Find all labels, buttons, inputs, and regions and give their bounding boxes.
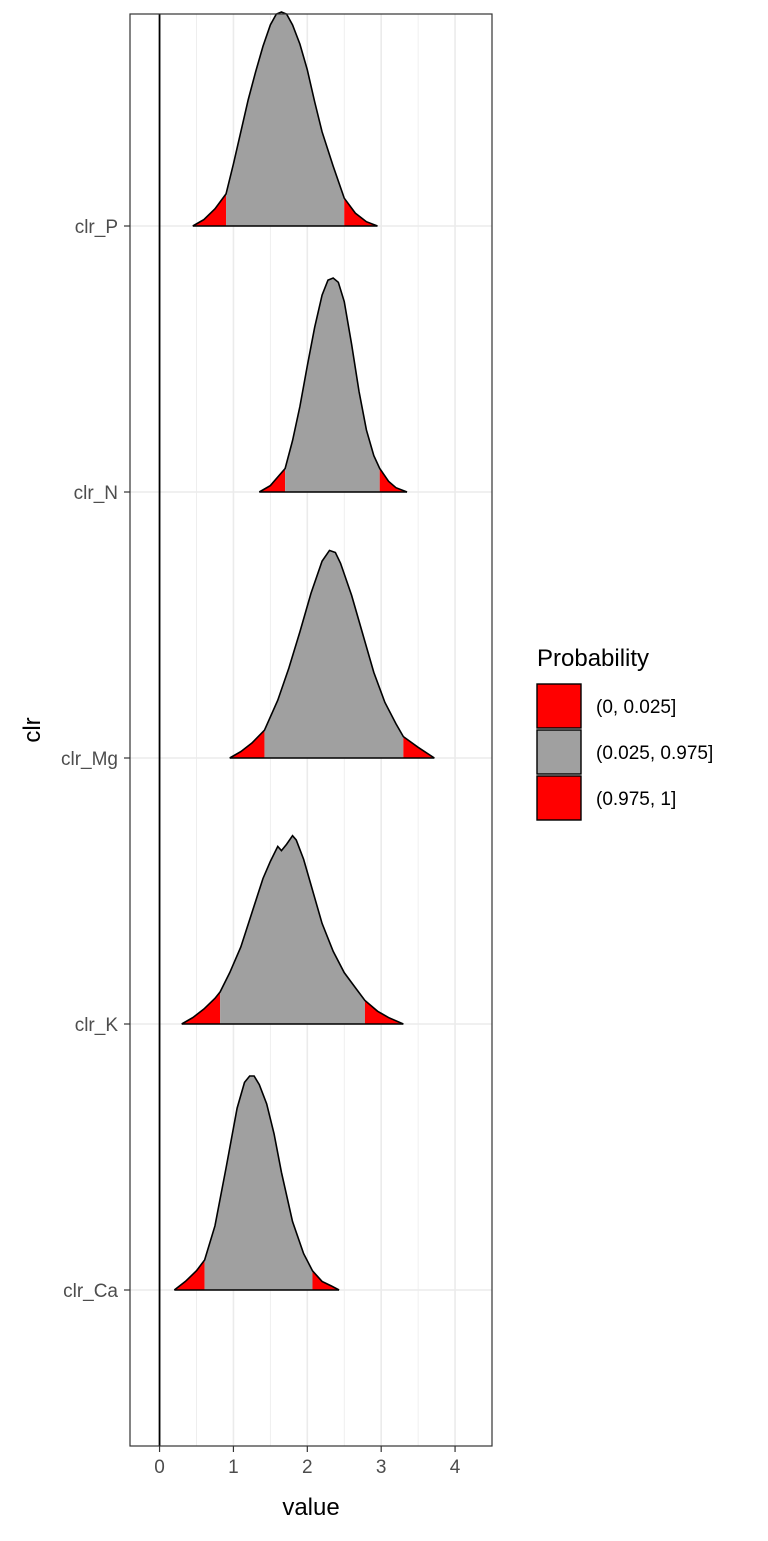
- central-interval-area: [285, 278, 380, 492]
- density-outline: [229, 549, 435, 759]
- legend-key: [536, 683, 582, 729]
- upper-tail-area: [379, 468, 408, 492]
- legend-label: (0.025, 0.975]: [596, 743, 713, 764]
- legend-label: (0.975, 1]: [596, 789, 676, 810]
- x-tick-label: 2: [302, 1457, 313, 1478]
- y-tick-label: clr_Mg: [61, 749, 118, 770]
- density-outline: [181, 834, 404, 1025]
- y-tick-label: clr_K: [75, 1015, 119, 1036]
- ridge-clr_Mg: [229, 549, 435, 759]
- central-interval-area: [226, 12, 345, 226]
- x-tick-label: 4: [450, 1457, 461, 1478]
- density-outline: [258, 277, 408, 493]
- central-interval-area: [220, 835, 365, 1024]
- lower-tail-area: [181, 991, 221, 1024]
- ridge-clr_K: [181, 834, 404, 1025]
- density-outline: [173, 1075, 340, 1291]
- lower-tail-area: [192, 193, 227, 226]
- y-axis-title: clr: [19, 717, 46, 742]
- x-tick-label: 1: [228, 1457, 239, 1478]
- lower-tail-area: [174, 1260, 205, 1290]
- legend-key: [536, 729, 582, 775]
- y-tick-label: clr_Ca: [63, 1281, 118, 1302]
- upper-tail-area: [312, 1270, 340, 1290]
- x-axis-title: value: [282, 1494, 339, 1521]
- upper-tail-area: [364, 1000, 404, 1024]
- y-tick-label: clr_N: [74, 483, 118, 504]
- x-tick-label: 3: [376, 1457, 387, 1478]
- density-outline: [192, 11, 378, 227]
- legend: Probability (0, 0.025] (0.025, 0.975] (0.9…: [536, 645, 713, 821]
- ridge-clr_Ca: [173, 1075, 340, 1291]
- lower-tail-area: [259, 468, 286, 492]
- upper-tail-area: [344, 198, 378, 226]
- central-interval-area: [204, 1076, 313, 1290]
- y-tick-label: clr_P: [75, 217, 118, 238]
- central-interval-area: [264, 550, 404, 758]
- panel-border: [129, 13, 493, 1447]
- upper-tail-area: [403, 736, 435, 758]
- ridge-clr_P: [192, 11, 378, 227]
- lower-tail-area: [229, 730, 265, 758]
- legend-key: [536, 775, 582, 821]
- legend-title: Probability: [537, 645, 649, 672]
- ridge-clr_N: [258, 277, 408, 493]
- x-tick-label: 0: [154, 1457, 165, 1478]
- legend-label: (0, 0.025]: [596, 697, 676, 718]
